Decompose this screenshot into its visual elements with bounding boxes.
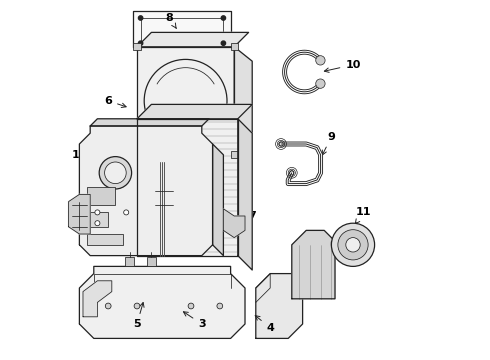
Polygon shape [69, 194, 90, 234]
Bar [231, 151, 238, 158]
Text: 7: 7 [234, 211, 256, 223]
Text: 4: 4 [255, 316, 274, 333]
Bar [147, 257, 156, 266]
Circle shape [346, 238, 360, 252]
Polygon shape [137, 32, 248, 47]
Circle shape [338, 230, 368, 260]
Bar [133, 43, 141, 50]
Bar [87, 234, 122, 245]
Text: 8: 8 [166, 13, 176, 28]
Text: 5: 5 [133, 302, 144, 329]
Circle shape [95, 221, 100, 226]
Text: 6: 6 [104, 96, 126, 108]
Polygon shape [223, 209, 245, 238]
Polygon shape [90, 119, 209, 126]
Polygon shape [234, 47, 252, 169]
Circle shape [331, 223, 374, 266]
Circle shape [134, 303, 140, 309]
Polygon shape [137, 47, 234, 155]
Circle shape [105, 303, 111, 309]
Polygon shape [83, 281, 112, 317]
Polygon shape [238, 119, 252, 270]
Text: 1: 1 [72, 150, 87, 160]
Polygon shape [137, 104, 252, 119]
Text: 2: 2 [72, 222, 90, 232]
Polygon shape [213, 144, 223, 256]
Polygon shape [133, 11, 231, 47]
Circle shape [316, 79, 325, 88]
Text: 10: 10 [324, 60, 361, 72]
Circle shape [139, 41, 143, 45]
Polygon shape [292, 230, 335, 299]
Circle shape [99, 157, 132, 189]
Circle shape [188, 303, 194, 309]
Text: 9: 9 [322, 132, 335, 155]
Polygon shape [79, 266, 245, 338]
Bar [125, 257, 134, 266]
Bar [87, 212, 108, 227]
Bar [231, 43, 238, 50]
Circle shape [139, 16, 143, 20]
Polygon shape [137, 119, 238, 256]
Bar [133, 151, 141, 158]
Polygon shape [256, 274, 303, 338]
Polygon shape [79, 126, 213, 256]
Circle shape [217, 303, 222, 309]
Circle shape [316, 56, 325, 65]
Circle shape [95, 210, 100, 215]
Circle shape [123, 210, 129, 215]
Circle shape [221, 16, 225, 20]
Text: 12: 12 [309, 252, 325, 268]
Circle shape [221, 41, 225, 45]
Circle shape [104, 162, 126, 184]
Text: 3: 3 [183, 312, 206, 329]
Text: 11: 11 [355, 207, 371, 224]
Bar [87, 187, 116, 205]
